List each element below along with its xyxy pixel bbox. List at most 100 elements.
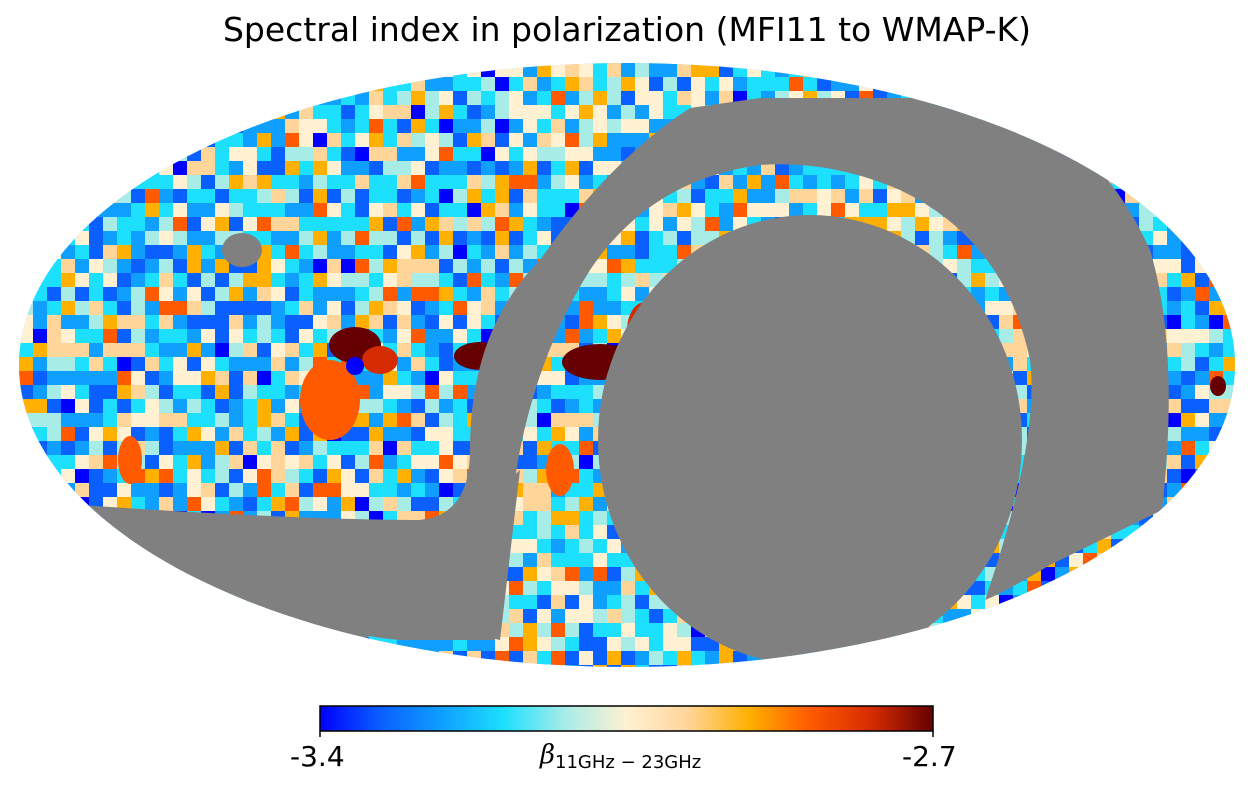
sky-pixel [453, 273, 468, 288]
sky-pixel [33, 385, 48, 400]
sky-pixel [159, 329, 174, 344]
sky-pixel [873, 77, 888, 92]
sky-pixel [593, 161, 608, 176]
sky-pixel [257, 497, 272, 512]
sky-pixel [1167, 301, 1182, 316]
sky-pixel [201, 147, 216, 162]
sky-pixel [523, 609, 538, 624]
sky-pixel [411, 357, 426, 372]
sky-pixel [369, 385, 384, 400]
sky-pixel [607, 245, 622, 260]
sky-pixel [201, 133, 216, 148]
sky-pixel [761, 63, 776, 78]
sky-pixel [173, 329, 188, 344]
sky-pixel [187, 371, 202, 386]
sky-pixel [285, 469, 300, 484]
sky-pixel [425, 105, 440, 120]
sky-pixel [313, 231, 328, 246]
sky-pixel [75, 217, 90, 232]
sky-pixel [649, 217, 664, 232]
sky-pixel [593, 525, 608, 540]
sky-pixel [173, 399, 188, 414]
sky-pixel [1209, 259, 1224, 274]
sky-pixel [243, 343, 258, 358]
sky-pixel [565, 609, 580, 624]
sky-pixel [313, 329, 328, 344]
sky-pixel [145, 371, 160, 386]
sky-pixel [565, 427, 580, 442]
sky-pixel [229, 119, 244, 134]
sky-pixel [551, 119, 566, 134]
sky-pixel [229, 385, 244, 400]
sky-pixel [285, 203, 300, 218]
sky-pixel [215, 427, 230, 442]
sky-pixel [523, 469, 538, 484]
sky-pixel [607, 567, 622, 582]
sky-pixel [551, 63, 566, 78]
sky-pixel [103, 483, 118, 498]
sky-pixel [1209, 357, 1224, 372]
sky-pixel [355, 161, 370, 176]
sky-pixel [285, 497, 300, 512]
sky-pixel [635, 609, 650, 624]
sky-pixel [383, 217, 398, 232]
sky-pixel [145, 189, 160, 204]
sky-pixel [75, 385, 90, 400]
sky-pixel [565, 539, 580, 554]
sky-pixel [257, 329, 272, 344]
sky-pixel [215, 343, 230, 358]
sky-pixel [285, 259, 300, 274]
sky-pixel [453, 91, 468, 106]
sky-pixel [453, 119, 468, 134]
sky-pixel [551, 413, 566, 428]
sky-pixel [453, 427, 468, 442]
sky-pixel [411, 371, 426, 386]
sky-pixel [1195, 385, 1210, 400]
sky-pixel [397, 245, 412, 260]
sky-pixel [523, 133, 538, 148]
sky-pixel [593, 105, 608, 120]
sky-pixel [131, 385, 146, 400]
sky-pixel [229, 455, 244, 470]
sky-pixel [1181, 343, 1196, 358]
sky-pixel [117, 287, 132, 302]
sky-pixel [229, 315, 244, 330]
sky-pixel [551, 427, 566, 442]
sky-pixel [551, 77, 566, 92]
sky-pixel [215, 273, 230, 288]
sky-pixel [257, 315, 272, 330]
sky-pixel [845, 175, 860, 190]
colorbar-max-label: -2.7 [902, 740, 957, 773]
sky-pixel [453, 469, 468, 484]
sky-pixel [509, 245, 524, 260]
sky-pixel [607, 119, 622, 134]
sky-pixel [173, 231, 188, 246]
sky-pixel [593, 609, 608, 624]
sky-pixel [579, 329, 594, 344]
sky-pixel [341, 301, 356, 316]
sky-pixel [523, 119, 538, 134]
sky-pixel [19, 315, 34, 330]
sky-pixel [103, 217, 118, 232]
sky-pixel [425, 133, 440, 148]
sky-pixel [1223, 315, 1235, 330]
sky-pixel [327, 119, 342, 134]
sky-pixel [75, 315, 90, 330]
sky-pixel [383, 413, 398, 428]
sky-pixel [593, 63, 608, 78]
sky-pixel [131, 371, 146, 386]
sky-pixel [229, 427, 244, 442]
sky-pixel [299, 455, 314, 470]
sky-pixel [271, 273, 286, 288]
sky-pixel [649, 259, 664, 274]
sky-pixel [229, 203, 244, 218]
sky-pixel [103, 273, 118, 288]
sky-pixel [327, 175, 342, 190]
sky-pixel [257, 133, 272, 148]
sky-pixel [131, 273, 146, 288]
sky-pixel [439, 161, 454, 176]
sky-pixel [1125, 189, 1140, 204]
sky-pixel [19, 399, 34, 414]
sky-pixel [537, 539, 552, 554]
sky-pixel [145, 245, 160, 260]
